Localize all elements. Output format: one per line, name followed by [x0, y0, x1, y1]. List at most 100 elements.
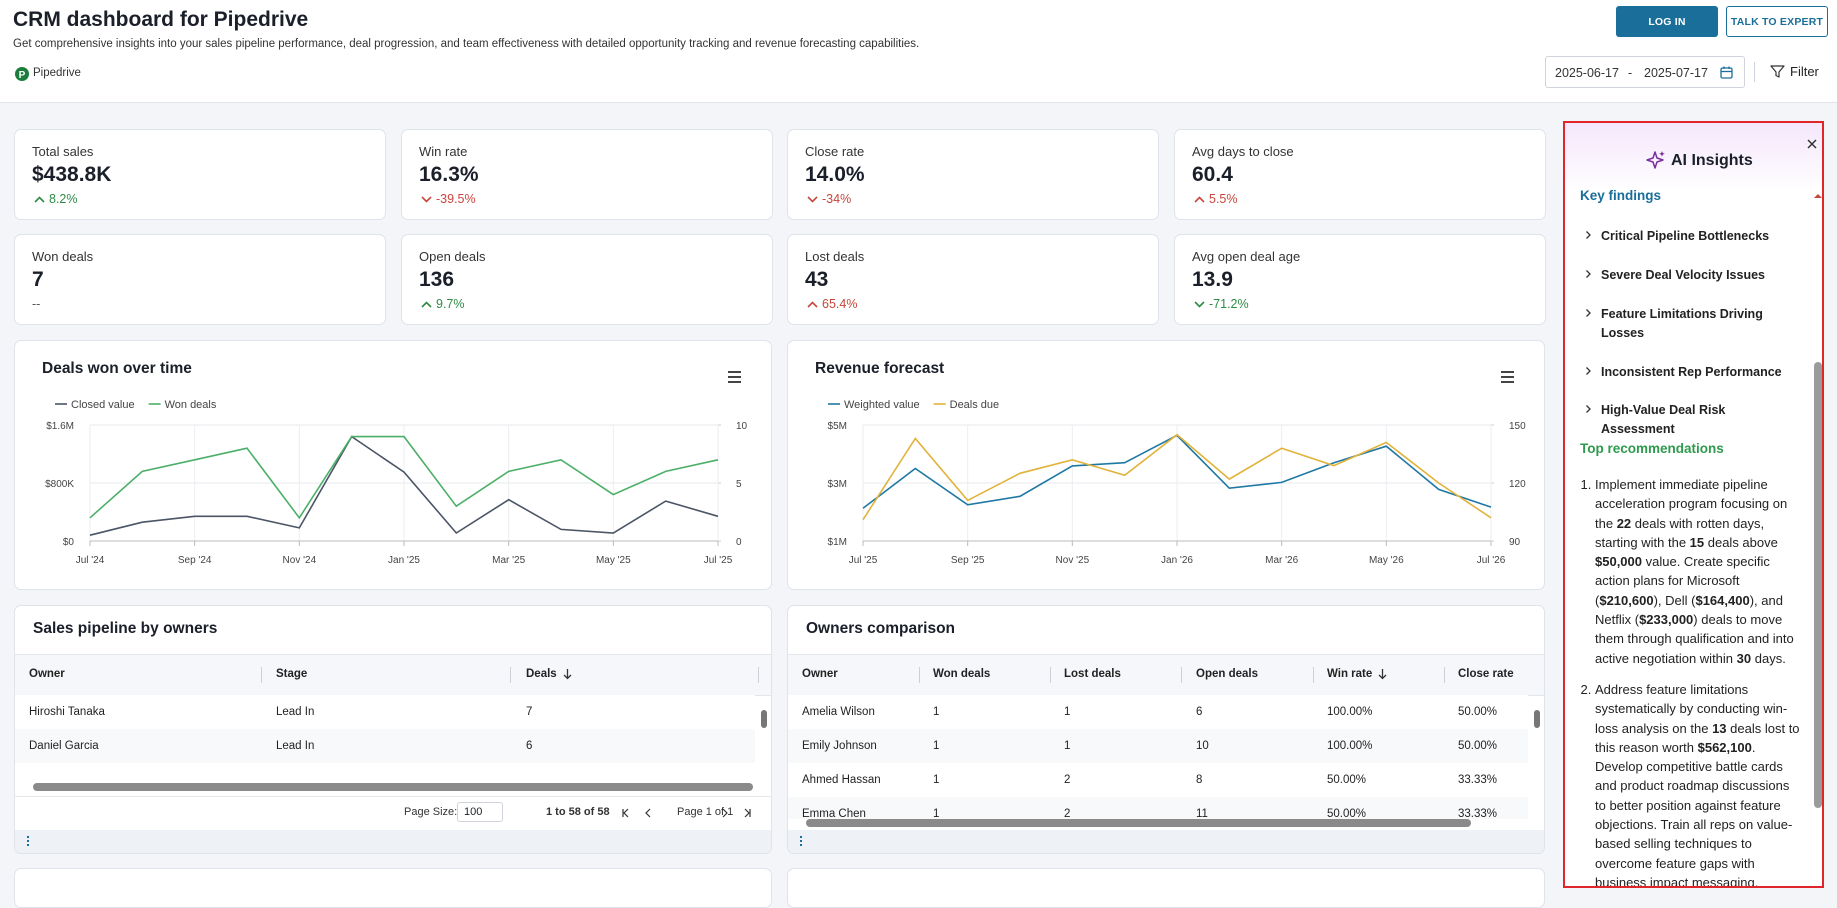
- kpi-card: Open deals 136 9.7%: [401, 234, 773, 325]
- table-cell: 50.00%: [1327, 774, 1367, 786]
- date-separator: -: [1628, 66, 1633, 80]
- x-tick-label: Jul '25: [704, 555, 733, 566]
- column-header[interactable]: Win rate: [1327, 668, 1373, 680]
- table-cell: 10: [1196, 740, 1209, 752]
- column-header[interactable]: Owner: [802, 668, 838, 680]
- recommendation-highlight: 15: [1689, 534, 1705, 550]
- table-cell: Ahmed Hassan: [802, 774, 881, 786]
- x-tick-label: Nov '24: [283, 555, 317, 566]
- date-start: 2025-06-17: [1555, 66, 1619, 80]
- finding-text: Inconsistent Rep Performance: [1601, 365, 1782, 379]
- kpi-card: Avg days to close 60.4 5.5%: [1174, 129, 1546, 220]
- finding-text: Critical Pipeline Bottlenecks: [1601, 229, 1770, 243]
- recommendation-text: deals above: [1704, 534, 1778, 550]
- column-header[interactable]: Stage: [276, 668, 308, 680]
- x-tick-label: Jan '26: [1161, 555, 1193, 566]
- y2-tick-label: 0: [736, 537, 742, 548]
- vertical-scroll-thumb[interactable]: [761, 710, 767, 728]
- pagination-button[interactable]: [644, 807, 653, 819]
- recommendation-highlight: 30: [1736, 650, 1752, 666]
- footer-menu-dot[interactable]: [27, 840, 29, 842]
- brand-icon: P: [15, 67, 29, 81]
- chevron-icon: [1586, 309, 1591, 317]
- menu-bar: [728, 376, 741, 378]
- date-range-picker[interactable]: 2025-06-17 - 2025-07-17: [1545, 56, 1745, 88]
- header: CRM dashboard for Pipedrive Get comprehe…: [0, 0, 1837, 103]
- y2-tick-label: 10: [736, 421, 748, 432]
- recommendation-text: ), Dell (: [1653, 592, 1696, 608]
- recommendations-list: Implement immediate pipeline acceleratio…: [1571, 475, 1803, 886]
- card: [787, 868, 1545, 908]
- login-button[interactable]: LOG IN: [1616, 6, 1718, 37]
- chevron-icon: [1586, 367, 1591, 375]
- page-size-value: 100: [464, 806, 483, 818]
- column-header[interactable]: Open deals: [1196, 668, 1258, 680]
- table-row: Emma Chen 1 2 11 50.00% 33.33%: [788, 797, 1528, 819]
- collapse-caret[interactable]: [1813, 192, 1823, 200]
- table-title: Sales pipeline by owners: [33, 620, 218, 637]
- footer-menu-dot[interactable]: [800, 844, 802, 846]
- pagination-button[interactable]: [622, 807, 631, 819]
- table-footer: [788, 830, 1544, 853]
- table-cell: 33.33%: [1458, 808, 1498, 819]
- chart-card: Revenue forecast Weighted value Deals due $…: [787, 340, 1545, 590]
- table-header: Owner Won deals Lost deals Open deals Win ra…: [788, 654, 1544, 696]
- trend-arrow-path: [421, 196, 432, 203]
- chevron-icon: [1586, 231, 1591, 239]
- x-tick-label: Mar '26: [1265, 555, 1298, 566]
- table-cell: 100.00%: [1327, 740, 1373, 752]
- table-cell: Emma Chen: [802, 808, 866, 819]
- table-cell: 1: [933, 774, 940, 786]
- recommendation-text: ), and Netflix (: [1595, 592, 1783, 628]
- footer-menu-dot[interactable]: [27, 836, 29, 838]
- column-header[interactable]: Close rate: [1458, 668, 1514, 680]
- table-footer: [15, 830, 771, 853]
- findings-heading[interactable]: Key findings: [1580, 188, 1662, 203]
- pagination-button[interactable]: [743, 807, 752, 819]
- table-row: Ahmed Hassan 1 2 8 50.00% 33.33%: [788, 763, 1528, 797]
- vertical-scroll-thumb[interactable]: [1534, 710, 1540, 728]
- panel-title: AI Insights: [1671, 152, 1753, 169]
- kpi-value: 16.3%: [419, 163, 479, 186]
- close-button[interactable]: [1806, 138, 1818, 150]
- column-header[interactable]: Owner: [29, 668, 65, 680]
- trend-arrow: [421, 301, 432, 308]
- kpi-label: Won deals: [32, 249, 94, 264]
- footer-menu-dot[interactable]: [800, 836, 802, 838]
- series-line: [89, 435, 719, 520]
- kpi-change: -39.5%: [436, 192, 476, 206]
- chevron: [1586, 231, 1591, 239]
- trend-arrow-path: [34, 196, 45, 203]
- table-cell: 1: [1064, 740, 1071, 752]
- table-cell: 1: [933, 808, 940, 819]
- column-header[interactable]: Won deals: [933, 668, 991, 680]
- scrollbar-thumb[interactable]: [1814, 362, 1822, 808]
- kpi-value: 43: [805, 268, 829, 291]
- talk-to-expert-button[interactable]: TALK TO EXPERT: [1726, 6, 1828, 37]
- table-cell: Daniel Garcia: [29, 740, 99, 752]
- chart-menu[interactable]: [728, 371, 741, 383]
- kpi-label: Lost deals: [805, 249, 865, 264]
- recommendation-text: deals lost to this reason worth: [1595, 720, 1800, 755]
- table-cell: 6: [1196, 706, 1203, 718]
- footer-menu-dot[interactable]: [800, 840, 802, 842]
- x-tick-label: Jul '24: [76, 555, 105, 566]
- footer-menu-dot[interactable]: [27, 844, 29, 846]
- column-header[interactable]: Lost deals: [1064, 668, 1121, 680]
- column-separator: [919, 667, 920, 683]
- page-size-select[interactable]: 100: [457, 802, 503, 822]
- pagination-button[interactable]: [721, 807, 730, 819]
- y-tick-label: $1.6M: [46, 421, 74, 432]
- trend-arrow: [1194, 301, 1205, 308]
- chart-menu[interactable]: [1501, 371, 1514, 383]
- horizontal-scroll-thumb[interactable]: [33, 783, 753, 791]
- kpi-card: Lost deals 43 65.4%: [787, 234, 1159, 325]
- pagination-arrow: [722, 808, 728, 818]
- finding-text: Severe Deal Velocity Issues: [1601, 268, 1765, 282]
- recommendation-highlight: 22: [1616, 515, 1632, 531]
- horizontal-scroll-thumb[interactable]: [806, 819, 1471, 827]
- table-cell: 1: [1064, 706, 1071, 718]
- column-header[interactable]: Deals: [526, 668, 557, 680]
- x-tick-label: May '26: [1369, 555, 1404, 566]
- menu-bar: [1501, 381, 1514, 383]
